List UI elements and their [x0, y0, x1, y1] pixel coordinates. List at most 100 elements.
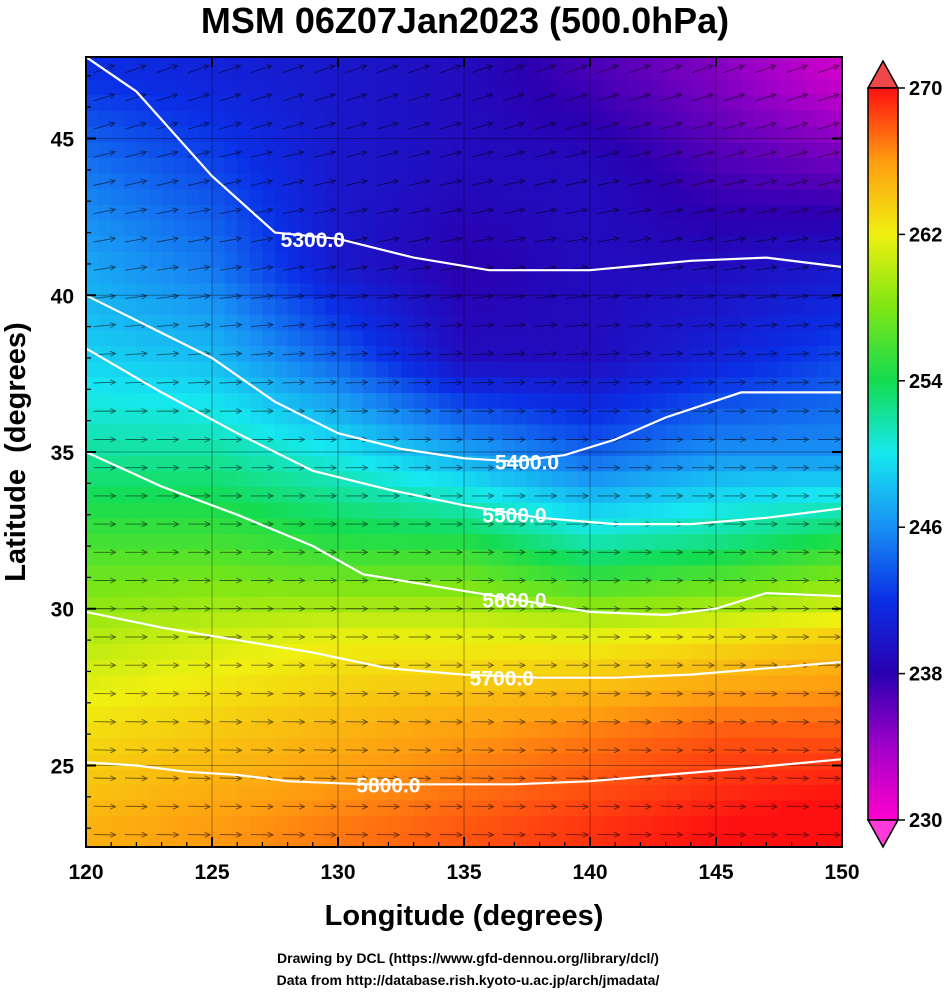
- heat-cell: [401, 517, 415, 535]
- heat-cell: [325, 251, 339, 268]
- heat-cell: [653, 549, 667, 566]
- heat-cell: [627, 674, 641, 691]
- wind-arrow: [534, 464, 558, 471]
- heat-cell: [602, 455, 616, 472]
- heat-cell: [703, 564, 717, 582]
- heat-cell: [426, 392, 440, 409]
- heat-cell: [338, 705, 352, 723]
- heat-cell: [199, 314, 213, 331]
- heat-cell: [149, 596, 163, 613]
- wind-arrow: [377, 747, 401, 754]
- heat-cell: [438, 502, 452, 519]
- heat-cell: [388, 564, 402, 582]
- heat-cell: [753, 392, 767, 409]
- heat-cell: [690, 329, 704, 346]
- heat-cell: [338, 815, 352, 832]
- heat-cell: [136, 580, 150, 597]
- heat-cell: [564, 643, 578, 660]
- heat-cell: [275, 784, 289, 801]
- y-tick-label: 40: [51, 285, 74, 308]
- heat-cell: [451, 267, 465, 284]
- heat-cell: [514, 110, 528, 127]
- wind-arrow: [93, 464, 117, 471]
- heat-cell: [426, 611, 440, 629]
- heat-cell: [300, 157, 314, 174]
- heat-cell: [640, 78, 654, 96]
- heat-cell: [401, 63, 415, 80]
- heat-cell: [98, 157, 112, 174]
- heat-cell: [375, 78, 389, 96]
- heat-cell: [627, 345, 641, 362]
- heat-cell: [615, 78, 629, 96]
- wind-arrow: [471, 379, 495, 386]
- heat-cell: [161, 251, 175, 268]
- heat-cell: [665, 157, 679, 174]
- heat-cell: [489, 580, 503, 597]
- x-axis-title: Longitude (degrees): [325, 900, 604, 932]
- heat-cell: [438, 533, 452, 550]
- heat-cell: [111, 235, 125, 252]
- heat-cell: [539, 392, 553, 409]
- heat-cell: [539, 753, 553, 770]
- heat-cell: [212, 267, 226, 284]
- heat-cell: [464, 141, 478, 158]
- wind-arrow: [345, 150, 368, 158]
- heat-cell: [237, 408, 251, 425]
- heat-cell: [564, 141, 578, 158]
- heat-cell: [728, 126, 742, 143]
- heat-cell: [224, 549, 238, 566]
- heat-cell: [627, 596, 641, 613]
- heat-cell: [527, 157, 541, 174]
- wind-arrow: [282, 64, 305, 74]
- heat-cell: [716, 204, 730, 221]
- heat-cell: [678, 141, 692, 158]
- wind-arrow: [534, 121, 557, 130]
- heat-cell: [287, 173, 301, 190]
- heat-cell: [741, 517, 755, 535]
- heat-cell: [741, 533, 755, 550]
- heat-cell: [539, 282, 553, 299]
- heat-cell: [615, 564, 629, 582]
- heat-cell: [237, 564, 251, 582]
- heat-cell: [388, 408, 402, 425]
- heat-cell: [464, 423, 478, 441]
- heat-cell: [86, 188, 100, 205]
- heat-cell: [615, 705, 629, 723]
- wind-arrow: [408, 633, 432, 641]
- wind-arrow: [660, 831, 684, 838]
- wind-arrow: [692, 662, 716, 669]
- wind-arrow: [565, 178, 589, 186]
- heat-cell: [653, 439, 667, 456]
- heat-cell: [249, 376, 263, 394]
- heat-cell: [627, 267, 641, 284]
- wind-arrow: [408, 605, 432, 612]
- heat-cell: [501, 314, 515, 331]
- heat-cell: [338, 658, 352, 676]
- heat-cell: [350, 408, 364, 425]
- heat-cell: [514, 627, 528, 644]
- wind-arrow: [125, 718, 149, 725]
- heat-cell: [804, 94, 818, 111]
- heat-cell: [262, 376, 276, 394]
- heat-cell: [665, 423, 679, 441]
- heat-cell: [464, 564, 478, 582]
- heat-cell: [464, 329, 478, 346]
- wind-arrow: [251, 322, 275, 329]
- heat-cell: [262, 408, 276, 425]
- wind-arrow: [345, 492, 369, 499]
- heat-cell: [791, 627, 805, 644]
- wind-arrow: [440, 350, 464, 357]
- heat-cell: [438, 658, 452, 676]
- wind-arrow: [754, 178, 778, 186]
- wind-arrow: [377, 207, 400, 215]
- heat-cell: [627, 188, 641, 205]
- heat-cell: [300, 800, 314, 817]
- heat-cell: [514, 235, 528, 252]
- wind-arrow: [187, 92, 210, 102]
- wind-arrow: [755, 293, 778, 300]
- heat-cell: [338, 690, 352, 707]
- heat-cell: [741, 188, 755, 205]
- heat-cell: [552, 502, 566, 519]
- heat-cell: [249, 251, 263, 268]
- heat-cell: [136, 126, 150, 143]
